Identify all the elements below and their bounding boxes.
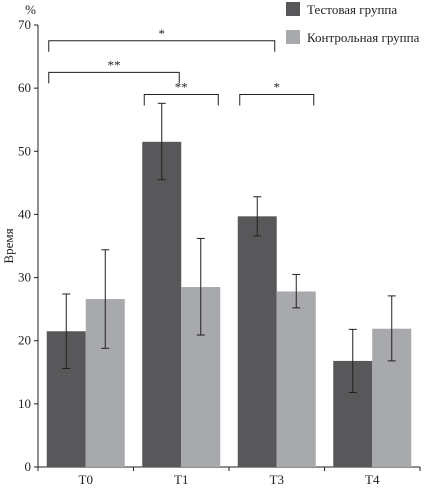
x-tick-label: T0 <box>79 472 93 487</box>
significance-label: ** <box>175 79 188 94</box>
x-tick-label: T4 <box>365 472 380 487</box>
y-axis-title: Время <box>1 228 16 263</box>
legend-label: Контрольная группа <box>307 30 420 45</box>
legend-label: Тестовая группа <box>307 2 397 17</box>
legend-swatch <box>286 2 300 16</box>
significance-brackets: ***** * <box>48 26 315 106</box>
x-tick-label: T3 <box>270 472 284 487</box>
axes: 0 10 20 30 40 50 60 70% Время T0 T1 T3 T4 <box>1 2 421 487</box>
x-tick-label: T1 <box>174 472 188 487</box>
error-bars <box>62 102 396 393</box>
y-tick-label: 0 <box>25 459 32 474</box>
significance-bracket <box>48 40 276 52</box>
significance-label: * <box>274 79 281 94</box>
significance-label: * <box>159 26 166 41</box>
y-unit-label: % <box>25 2 36 17</box>
significance-bracket <box>239 93 315 106</box>
bars <box>46 141 412 468</box>
y-tick-label: 50 <box>18 143 31 158</box>
y-tick-label: 70 <box>18 17 31 32</box>
bar-t3-series-2 <box>276 291 316 467</box>
y-tick-label: 40 <box>18 206 31 221</box>
legend-swatch <box>286 30 300 44</box>
y-tick-label: 60 <box>18 80 31 95</box>
y-tick-label: 10 <box>18 396 31 411</box>
y-tick-label: 20 <box>18 333 31 348</box>
bar-t1-series-1 <box>142 141 182 468</box>
significance-bracket <box>48 71 180 84</box>
y-tick-label: 30 <box>18 270 31 285</box>
legend: Тестовая группа Контрольная группа <box>286 2 420 45</box>
significance-bracket <box>143 93 219 106</box>
bar-t3-series-1 <box>237 216 277 467</box>
significance-label: ** <box>108 57 121 72</box>
